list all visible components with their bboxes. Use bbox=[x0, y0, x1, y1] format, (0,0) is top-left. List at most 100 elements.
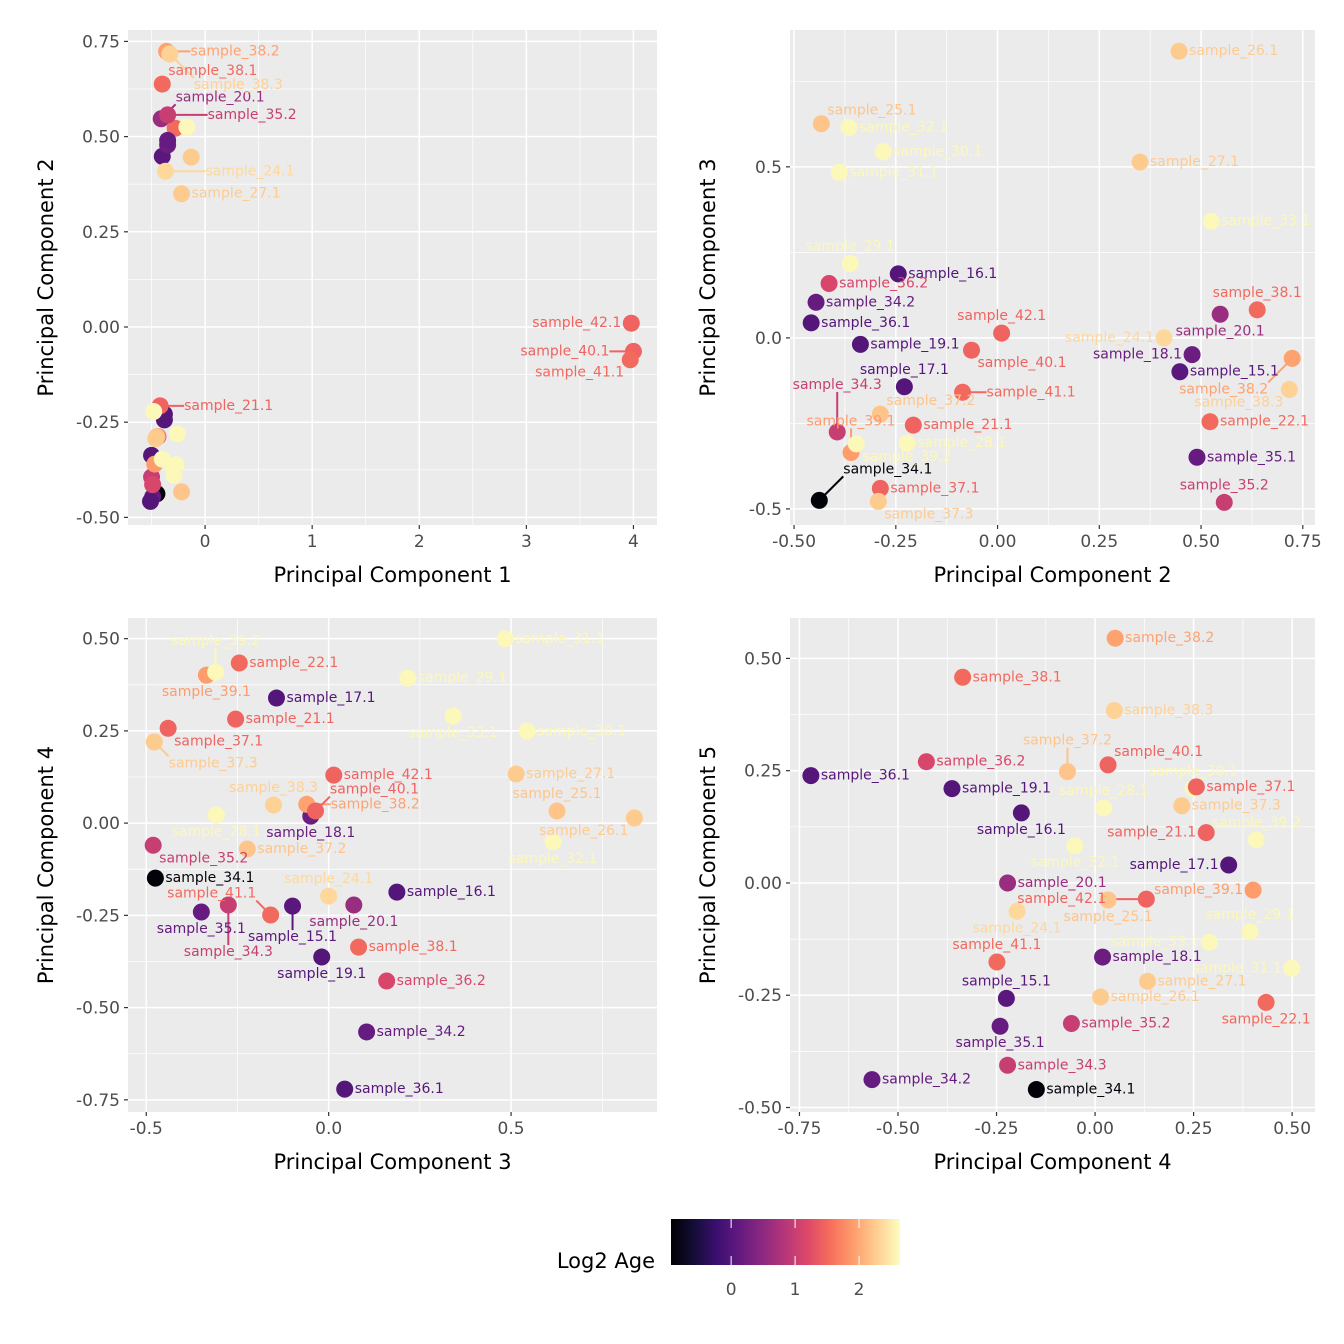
y-tick-label: 0.5 bbox=[755, 158, 782, 178]
point-sample-25.1 bbox=[173, 483, 191, 501]
point-label: sample_28.1 bbox=[1059, 783, 1148, 799]
point-sample-17.1 bbox=[1220, 856, 1238, 874]
point-sample-32.1 bbox=[840, 118, 858, 136]
color-legend: Log2 Age 0 1 2 bbox=[557, 1219, 900, 1300]
point-label: sample_25.1 bbox=[1064, 909, 1153, 925]
point-sample-31.1 bbox=[496, 630, 514, 648]
point-label: sample_17.1 bbox=[286, 690, 375, 706]
point-label: sample_17.1 bbox=[1130, 857, 1219, 873]
point-labels: sample_20.1 sample_21.1 sample_24.1 sample_… bbox=[168, 43, 624, 413]
point-sample-27.1 bbox=[507, 765, 525, 783]
point-sample-37.1 bbox=[159, 719, 177, 737]
point-label: sample_33.1 bbox=[1110, 934, 1199, 950]
point-sample-33.1 bbox=[178, 118, 196, 136]
point-sample-21.1 bbox=[904, 416, 922, 434]
point-label: sample_41.1 bbox=[535, 365, 624, 381]
point-label: sample_21.1 bbox=[184, 398, 273, 414]
y-tick-label: 0.50 bbox=[82, 128, 120, 148]
point-label: sample_20.1 bbox=[309, 914, 398, 930]
point-sample-21.1 bbox=[1197, 824, 1215, 842]
point-sample-39.2 bbox=[847, 435, 865, 453]
point-sample-37.1 bbox=[871, 479, 889, 497]
point-label: sample_38.2 bbox=[331, 796, 420, 812]
point-label: sample_18.1 bbox=[1113, 949, 1202, 965]
point-sample-33.1 bbox=[1200, 933, 1218, 951]
point-sample-42.1 bbox=[622, 314, 640, 332]
point-sample-34.3 bbox=[219, 896, 237, 914]
point-label: sample_22.1 bbox=[249, 655, 338, 671]
point-sample-26.1 bbox=[1170, 42, 1188, 60]
point-label: sample_36.1 bbox=[355, 1081, 444, 1097]
point-sample-25.1 bbox=[812, 115, 830, 133]
point-sample-33.1 bbox=[1202, 212, 1220, 230]
colorbar bbox=[671, 1219, 900, 1265]
point-label: sample_31.1 bbox=[515, 631, 604, 647]
point-label: sample_25.1 bbox=[827, 103, 916, 119]
point-label: sample_26.1 bbox=[1189, 43, 1278, 59]
point-sample-36.1 bbox=[802, 314, 820, 332]
point-label: sample_39.2 bbox=[1212, 815, 1301, 831]
point-label: sample_33.1 bbox=[1221, 213, 1310, 229]
colorbar-tick-label: 1 bbox=[790, 1280, 801, 1300]
x-tick-label: 0.0 bbox=[315, 1119, 342, 1139]
point-sample-42.1 bbox=[325, 766, 343, 784]
point-label: sample_35.2 bbox=[1081, 1016, 1170, 1032]
point-sample-19.1 bbox=[313, 948, 331, 966]
plot-background bbox=[128, 30, 657, 525]
x-axis-title: Principal Component 1 bbox=[273, 563, 511, 587]
point-sample-38.2 bbox=[1106, 629, 1124, 647]
point-sample-36.2 bbox=[820, 274, 838, 292]
point-sample-31.1 bbox=[830, 163, 848, 181]
point-sample-19.1 bbox=[851, 335, 869, 353]
point-sample-38.1 bbox=[954, 668, 972, 686]
point-sample-18.1 bbox=[1183, 346, 1201, 364]
point-label: sample_30.1 bbox=[537, 723, 626, 739]
panels: 0 1 2 3 4 -0.50 -0.25 0.00 0.25 0.50 0.75 Principal… bbox=[34, 30, 1322, 1174]
points bbox=[141, 42, 642, 510]
point-label: sample_28.1 bbox=[172, 824, 261, 840]
point-label: sample_36.1 bbox=[821, 315, 910, 331]
point-sample-27.1 bbox=[1138, 972, 1156, 990]
x-tick-label: 0.25 bbox=[1175, 1119, 1213, 1139]
point-label: sample_22.1 bbox=[1220, 414, 1309, 430]
point-label: sample_20.1 bbox=[1176, 323, 1265, 339]
point-label: sample_38.3 bbox=[1124, 703, 1213, 719]
point-sample-16.1 bbox=[889, 265, 907, 283]
point-sample-35.2 bbox=[159, 106, 177, 124]
point-label: sample_34.2 bbox=[377, 1024, 466, 1040]
point-label: sample_41.1 bbox=[952, 937, 1041, 953]
plot-background bbox=[128, 618, 657, 1112]
point-label: sample_34.2 bbox=[826, 294, 915, 310]
point-sample-34.3 bbox=[828, 423, 846, 441]
point-sample-19.1 bbox=[943, 780, 961, 798]
point-label: sample_33.1 bbox=[409, 725, 498, 741]
y-tick-label: -0.25 bbox=[738, 986, 782, 1006]
point-label: sample_34.3 bbox=[793, 377, 882, 393]
point-sample-17.1 bbox=[895, 378, 913, 396]
point-label: sample_40.1 bbox=[330, 782, 419, 798]
point-label: sample_37.2 bbox=[257, 841, 346, 857]
point-sample-31.1 bbox=[1283, 959, 1301, 977]
point-label: sample_34.1 bbox=[843, 461, 932, 477]
x-axis-title: Principal Component 3 bbox=[273, 1150, 511, 1174]
point-label: sample_41.1 bbox=[987, 384, 1076, 400]
point-sample-27.1 bbox=[1131, 153, 1149, 171]
point-label: sample_38.3 bbox=[1194, 395, 1283, 411]
point-sample-16.1 bbox=[1012, 804, 1030, 822]
point-label: sample_38.2 bbox=[1125, 630, 1214, 646]
point-sample-26.1 bbox=[625, 809, 643, 827]
x-tick-label: 0.5 bbox=[498, 1119, 525, 1139]
point-label: sample_41.1 bbox=[167, 886, 256, 902]
point-label: sample_27.1 bbox=[526, 766, 615, 782]
point-label: sample_22.1 bbox=[1222, 1011, 1311, 1027]
point-label: sample_39.2 bbox=[171, 633, 260, 649]
point-sample-38.1 bbox=[153, 75, 171, 93]
point-label: sample_38.2 bbox=[191, 43, 280, 59]
point-sample-24.1 bbox=[1155, 329, 1173, 347]
x-axis-title: Principal Component 4 bbox=[933, 1150, 1171, 1174]
point-label: sample_24.1 bbox=[205, 163, 294, 179]
point-label: sample_24.1 bbox=[284, 871, 373, 887]
point-label: sample_35.2 bbox=[208, 107, 297, 123]
point-label: sample_19.1 bbox=[277, 966, 366, 982]
point-label: sample_20.1 bbox=[1018, 875, 1107, 891]
